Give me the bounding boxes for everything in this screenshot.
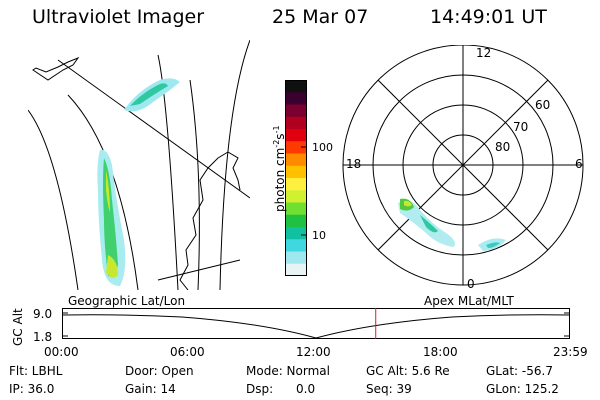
mlt-label-top: 12 xyxy=(476,46,492,60)
polar-grid xyxy=(342,45,584,286)
mlt-label-left: 18 xyxy=(346,157,362,171)
colorbar-stripe xyxy=(285,239,307,252)
colorbar-stripe xyxy=(285,165,307,179)
longitude-grid xyxy=(57,59,250,281)
instrument-title: Ultraviolet Imager xyxy=(32,6,205,28)
timeline-x-tick-4: 23:59 xyxy=(553,345,588,359)
mode-status: Mode: Normal xyxy=(246,364,330,378)
observation-date: 25 Mar 07 xyxy=(272,6,369,28)
seq-status: Seq: 39 xyxy=(366,382,412,396)
dsp-label: Dsp: xyxy=(246,382,274,396)
polar-plot xyxy=(342,45,584,286)
timeline-y-tick-bottom: 1.8 xyxy=(33,330,53,344)
mlt-label-right: 6 xyxy=(575,157,583,171)
colorbar-stripe xyxy=(285,104,307,118)
colorbar-stripe xyxy=(285,92,307,105)
colorbar-stripe xyxy=(285,190,307,203)
colorbar-stripe xyxy=(285,153,307,167)
colorbar-stripe xyxy=(285,214,307,228)
glon-status: GLon: 125.2 xyxy=(486,382,559,396)
colorbar-stripe xyxy=(285,116,307,130)
unit-exponent: -2 xyxy=(272,139,281,148)
mlt-label-bottom: 0 xyxy=(467,277,475,291)
geographic-map xyxy=(28,40,250,290)
door-status: Door: Open xyxy=(125,364,194,378)
timeline-x-tick-0: 00:00 xyxy=(44,345,79,359)
mlat-label-80: 80 xyxy=(495,140,511,154)
latitude-grid xyxy=(28,40,250,290)
apex-label: Apex MLat/MLT xyxy=(424,294,514,308)
timeline-x-tick-2: 12:00 xyxy=(296,345,331,359)
filter-status: Flt: LBHL xyxy=(9,364,63,378)
colorbar-stripe xyxy=(285,263,307,276)
colorbar-unit-label: photon cm-2s-1 xyxy=(272,125,287,212)
timeline-x-tick-3: 18:00 xyxy=(423,345,458,359)
colorbar-stripe xyxy=(285,202,307,216)
gc-alt-status: GC Alt: 5.6 Re xyxy=(366,364,450,378)
color-scale-bar xyxy=(285,80,307,276)
unit-exponent: -1 xyxy=(272,125,281,134)
aurora-oval xyxy=(398,198,506,251)
observation-time: 14:49:01 UT xyxy=(430,6,547,28)
unit-text: photon cm xyxy=(273,147,287,212)
dsp-value: 0.0 xyxy=(296,382,316,396)
colorbar-tick-10: 10 xyxy=(312,229,326,242)
colorbar-stripe xyxy=(285,141,307,154)
altitude-curve xyxy=(62,314,570,339)
colorbar-stripe xyxy=(285,80,307,93)
gain-status: Gain: 14 xyxy=(125,382,176,396)
unit-text-seconds: s xyxy=(273,133,287,140)
timeline-plot xyxy=(62,308,570,339)
colorbar-stripe xyxy=(285,178,307,191)
timeline-y-axis-label: GC Alt xyxy=(11,308,25,346)
ip-status: IP: 36.0 xyxy=(9,382,55,396)
mlat-label-60: 60 xyxy=(535,98,551,112)
timeline-x-tick-1: 06:00 xyxy=(170,345,205,359)
glat-status: GLat: -56.7 xyxy=(486,364,553,378)
colorbar-stripe xyxy=(285,129,307,142)
mlat-label-70: 70 xyxy=(513,120,529,134)
timeline-y-tick-top: 9.0 xyxy=(33,307,53,321)
colorbar-stripe xyxy=(285,251,307,265)
coastline xyxy=(32,56,80,81)
geographic-label: Geographic Lat/Lon xyxy=(68,294,186,308)
colorbar-tick-100: 100 xyxy=(312,141,333,154)
aurora-emission xyxy=(97,78,180,286)
colorbar-stripe xyxy=(285,227,307,240)
coastline xyxy=(179,151,241,290)
